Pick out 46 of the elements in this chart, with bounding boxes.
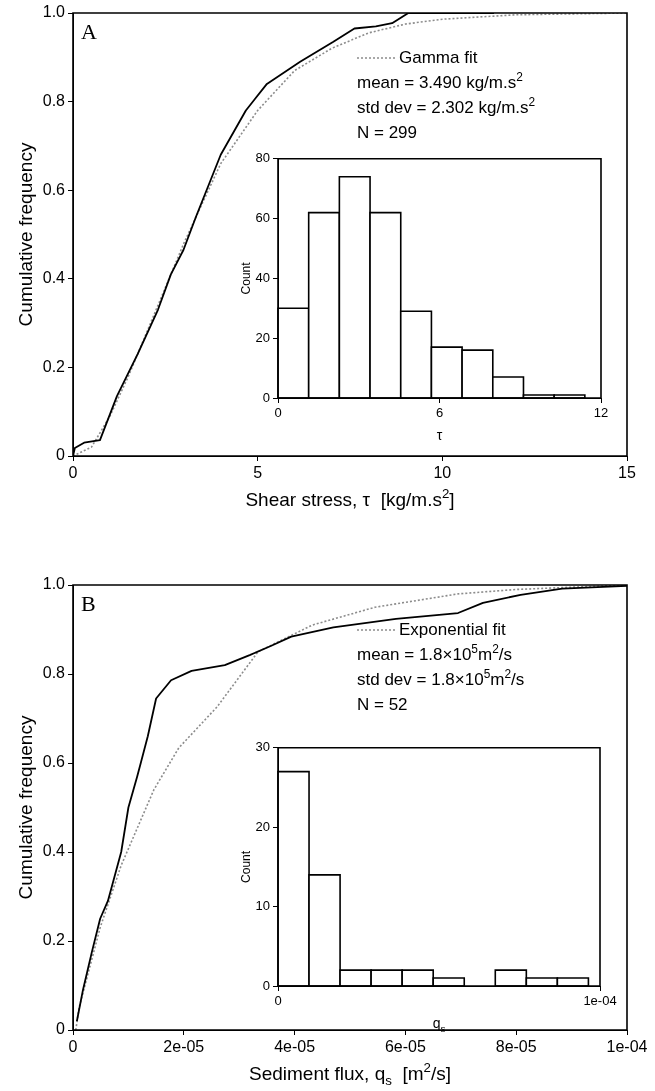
- y-tick-label: 30: [255, 739, 270, 755]
- y-tick-label: 80: [255, 150, 270, 166]
- y-tick-label: 10: [255, 898, 270, 914]
- x-tick-label: 6: [435, 405, 444, 421]
- y-tick-label: 0: [262, 389, 270, 405]
- y-tick-label: 20: [255, 818, 270, 834]
- legend-label: Gamma fit: [399, 48, 478, 67]
- x-tick-label: 15: [618, 464, 636, 482]
- y-tick-label: 0.8: [42, 664, 66, 682]
- y-tick-label: 0.4: [42, 269, 66, 287]
- y-tick-label: 0.6: [42, 753, 66, 771]
- y-tick-label: 20: [255, 329, 270, 345]
- x-tick-label: 12: [593, 405, 609, 421]
- annotation: A: [81, 19, 97, 44]
- y-axis-title: Cumulative frequency: [15, 715, 36, 900]
- y-axis-title: Count: [239, 261, 253, 295]
- y-tick-label: 0.2: [42, 357, 66, 375]
- annotation: N = 52: [357, 695, 408, 714]
- y-tick-label: 0.2: [42, 931, 66, 949]
- y-tick-label: 0.8: [42, 92, 66, 110]
- x-tick-label: 6e-05: [384, 1038, 426, 1056]
- y-axis-title: Cumulative frequency: [15, 142, 36, 327]
- x-tick-label: 1e-04: [606, 1038, 648, 1056]
- y-tick-label: 40: [255, 269, 270, 285]
- y-axis-title: Count: [239, 850, 253, 883]
- annotation: N = 299: [357, 123, 418, 142]
- x-axis-title: τ: [436, 427, 443, 443]
- annotation: B: [81, 591, 96, 616]
- y-tick-label: 0: [56, 446, 66, 464]
- x-tick-label: 4e-05: [274, 1038, 316, 1056]
- x-tick-label: 2e-05: [163, 1038, 205, 1056]
- x-tick-label: 8e-05: [495, 1038, 537, 1056]
- y-tick-label: 0.6: [42, 180, 66, 198]
- y-tick-label: 0: [56, 1020, 66, 1038]
- x-tick-label: 10: [433, 464, 452, 482]
- x-tick-label: 1e-04: [583, 993, 617, 1009]
- x-tick-label: 0: [68, 464, 78, 482]
- y-tick-label: 0.4: [42, 842, 66, 860]
- y-tick-label: 1.0: [42, 3, 66, 21]
- x-tick-label: 5: [253, 464, 263, 482]
- y-tick-label: 60: [255, 210, 270, 226]
- x-tick-label: 0: [68, 1038, 78, 1056]
- x-tick-label: 0: [274, 405, 282, 421]
- y-tick-label: 0: [262, 977, 270, 993]
- legend-label: Exponential fit: [399, 620, 507, 639]
- y-tick-label: 1.0: [42, 575, 66, 593]
